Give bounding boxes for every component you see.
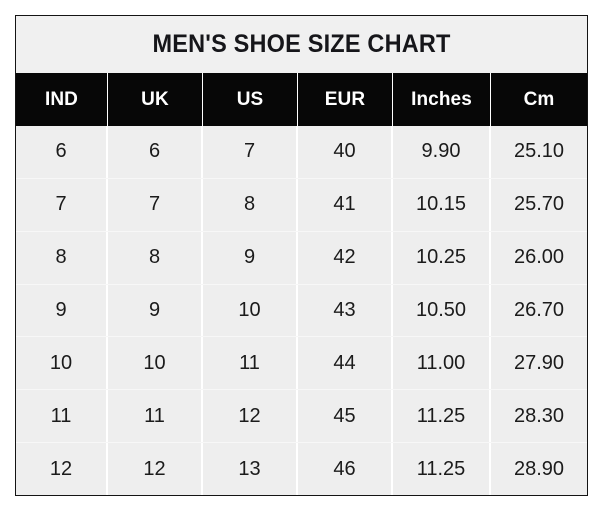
cell-inches: 11.00 [393,337,491,390]
cell-inches: 10.15 [393,178,491,231]
cell-inches: 11.25 [393,443,491,496]
table-row: 12 12 13 46 11.25 28.90 [16,442,587,496]
column-header-eur: EUR [298,73,393,126]
column-header-uk: UK [108,73,203,126]
column-header-inches: Inches [393,73,491,126]
cell-ind: 9 [16,284,108,337]
cell-us: 7 [203,126,298,178]
cell-us: 9 [203,231,298,284]
cell-uk: 11 [108,390,203,443]
column-header-us: US [203,73,298,126]
cell-uk: 10 [108,337,203,390]
chart-title-band: MEN'S SHOE SIZE CHART [16,16,587,73]
cell-us: 8 [203,178,298,231]
table-row: 8 8 9 42 10.25 26.00 [16,230,587,284]
cell-eur: 46 [298,443,393,496]
cell-inches: 9.90 [393,126,491,178]
cell-eur: 41 [298,178,393,231]
page-title: MEN'S SHOE SIZE CHART [152,30,451,58]
cell-us: 12 [203,390,298,443]
cell-inches: 10.50 [393,284,491,337]
cell-eur: 43 [298,284,393,337]
cell-cm: 26.70 [513,299,565,321]
cell-ind: 10 [16,337,108,390]
cell-inches: 10.25 [393,231,491,284]
column-header-cm: Cm [523,88,555,110]
cell-uk: 6 [108,126,203,178]
cell-cm: 26.00 [513,246,565,269]
cell-ind: 8 [16,231,108,284]
cell-cm: 25.70 [513,193,565,216]
cell-uk: 9 [108,284,203,337]
cell-eur: 42 [298,231,393,284]
column-header-ind: IND [16,73,108,126]
table-row: 10 10 11 44 11.00 27.90 [16,336,587,390]
table-row: 11 11 12 45 11.25 28.30 [16,389,587,443]
size-chart-table: MEN'S SHOE SIZE CHART IND UK US EUR Inch… [15,15,588,496]
cell-uk: 7 [108,178,203,231]
cell-uk: 8 [108,231,203,284]
table-header-row: IND UK US EUR Inches Cm [16,73,587,126]
table-row: 6 6 7 40 9.90 25.10 [16,126,587,178]
cell-eur: 44 [298,337,393,390]
cell-uk: 12 [108,443,203,496]
cell-ind: 6 [16,126,108,178]
cell-cm: 28.90 [513,457,565,480]
cell-ind: 7 [16,178,108,231]
cell-ind: 11 [16,390,108,443]
cell-inches: 11.25 [393,390,491,443]
cell-cm: 27.90 [513,351,565,374]
cell-us: 11 [203,337,298,390]
cell-us: 10 [203,284,298,337]
cell-ind: 12 [16,443,108,496]
cell-eur: 45 [298,390,393,443]
table-row: 9 9 10 43 10.50 26.70 [16,283,587,337]
cell-eur: 40 [298,126,393,178]
cell-cm: 28.30 [513,404,565,427]
cell-cm: 25.10 [513,140,565,163]
cell-us: 13 [203,443,298,496]
table-row: 7 7 8 41 10.15 25.70 [16,177,587,231]
table-body: 6 6 7 40 9.90 25.10 7 7 8 41 10.15 25.70… [16,126,587,496]
